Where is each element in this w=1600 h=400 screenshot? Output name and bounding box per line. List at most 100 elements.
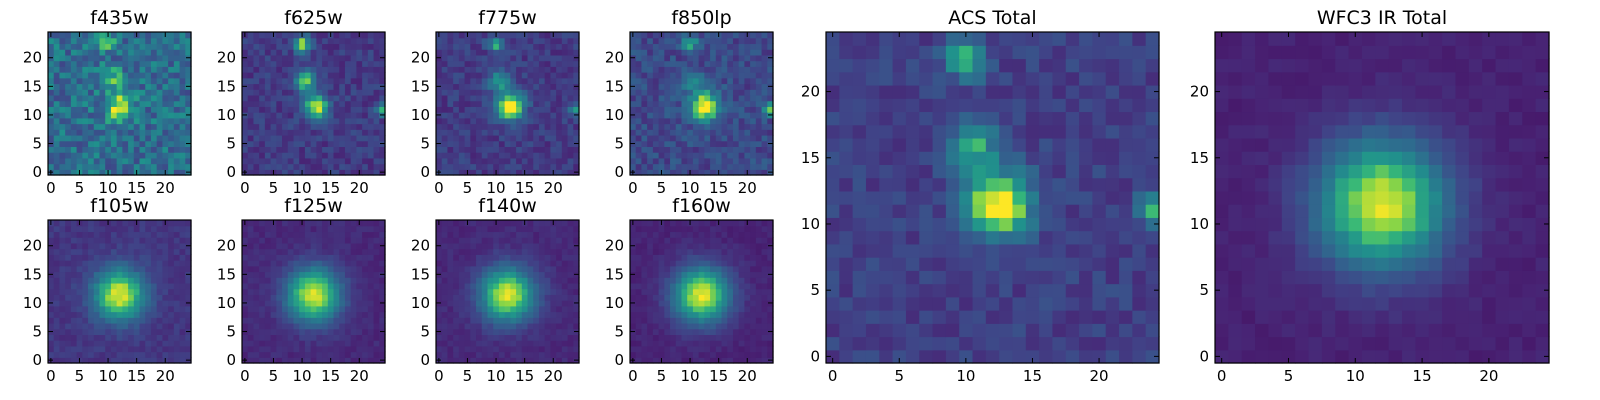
heatmap-cell — [687, 94, 694, 102]
heatmap-cell — [59, 242, 66, 250]
heatmap-cell — [727, 311, 734, 318]
heatmap-cell — [270, 305, 277, 313]
heatmap-cell — [761, 60, 768, 67]
heatmap-cell — [527, 66, 534, 73]
heatmap-cell — [493, 129, 500, 136]
heatmap-cell — [630, 123, 637, 130]
heatmap-cell — [379, 345, 386, 353]
heatmap-cell — [173, 146, 181, 153]
heatmap-cell — [310, 100, 317, 107]
heatmap-cell — [53, 265, 61, 273]
heatmap-cell — [76, 231, 83, 238]
heatmap-cell — [139, 357, 146, 364]
heatmap-cell — [436, 231, 443, 238]
heatmap-cell — [516, 83, 523, 90]
heatmap-cell — [156, 242, 163, 250]
heatmap-cell — [464, 60, 471, 67]
heatmap-cell — [150, 225, 158, 233]
heatmap-cell — [692, 100, 700, 107]
heatmap-cell — [692, 89, 700, 96]
heatmap-cell — [550, 277, 557, 284]
heatmap-cell — [362, 254, 369, 261]
heatmap-cell — [316, 322, 323, 330]
heatmap-cell — [259, 300, 266, 307]
heatmap-cell — [173, 260, 181, 267]
heatmap-cell — [487, 169, 494, 176]
heatmap-cell — [82, 32, 89, 39]
heatmap-cell — [322, 237, 329, 244]
heatmap-cell — [641, 89, 648, 96]
heatmap-cell — [767, 351, 774, 358]
heatmap-cell — [110, 340, 118, 347]
heatmap-cell — [710, 117, 717, 125]
heatmap-cell — [441, 163, 449, 170]
heatmap-cell — [556, 340, 563, 347]
heatmap-cell — [156, 300, 163, 307]
heatmap-cell — [516, 66, 523, 73]
y-tick-label: 5 — [226, 323, 236, 341]
heatmap-cell — [122, 32, 129, 39]
heatmap-cell — [139, 351, 146, 358]
heatmap-cell — [504, 77, 511, 85]
heatmap-cell — [652, 163, 660, 170]
heatmap-cell — [379, 32, 386, 39]
heatmap-cell — [573, 117, 580, 125]
heatmap-cell — [82, 317, 89, 324]
heatmap-cell — [339, 77, 346, 85]
heatmap-cell — [476, 32, 483, 39]
heatmap-cell — [692, 140, 700, 147]
heatmap-cell — [293, 117, 300, 125]
heatmap-cell — [441, 351, 449, 358]
heatmap-cell — [116, 288, 123, 295]
heatmap-cell — [761, 66, 768, 73]
heatmap-cell — [573, 60, 580, 67]
heatmap-cell — [339, 89, 346, 96]
heatmap-cell — [253, 146, 260, 153]
heatmap-cell — [436, 94, 443, 102]
heatmap-cell — [145, 43, 152, 50]
heatmap-cell — [276, 49, 283, 56]
heatmap-cell — [93, 340, 101, 347]
heatmap-cell — [493, 277, 500, 284]
heatmap-cell — [538, 72, 546, 79]
heatmap-cell — [573, 134, 580, 142]
heatmap-cell — [339, 37, 346, 45]
heatmap-cell — [670, 357, 677, 364]
heatmap-cell — [447, 345, 454, 353]
heatmap-cell — [99, 220, 106, 227]
heatmap-cell — [139, 237, 146, 244]
heatmap-cell — [373, 317, 380, 324]
heatmap-cell — [333, 242, 340, 250]
heatmap-cell — [65, 305, 72, 313]
heatmap-cell — [344, 140, 352, 147]
heatmap-cell — [59, 300, 66, 307]
heatmap-cell — [533, 242, 540, 250]
heatmap-cell — [247, 334, 255, 341]
heatmap-cell — [476, 60, 483, 67]
heatmap-cell — [287, 225, 295, 233]
heatmap-cell — [510, 140, 517, 147]
heatmap-cell — [156, 106, 163, 113]
heatmap-cell — [658, 72, 665, 79]
heatmap-cell — [635, 43, 643, 50]
heatmap-cell — [110, 94, 118, 102]
heatmap-cell — [242, 260, 249, 267]
heatmap-cell — [658, 146, 665, 153]
heatmap-cell — [293, 254, 300, 261]
heatmap-cell — [168, 288, 175, 295]
heatmap-cell — [247, 254, 255, 261]
heatmap-cell — [48, 72, 55, 79]
heatmap-cell — [767, 288, 774, 295]
heatmap-cell — [681, 60, 688, 67]
heatmap-cell — [168, 37, 175, 45]
heatmap-cell — [561, 260, 569, 267]
heatmap-cell — [133, 49, 141, 56]
heatmap-cell — [162, 248, 169, 255]
heatmap-cell — [264, 169, 272, 176]
heatmap-cell — [493, 43, 500, 50]
heatmap-cell — [116, 83, 123, 90]
heatmap-cell — [704, 328, 711, 335]
heatmap-cell — [652, 43, 660, 50]
heatmap-cell — [162, 300, 169, 307]
heatmap-cell — [573, 129, 580, 136]
